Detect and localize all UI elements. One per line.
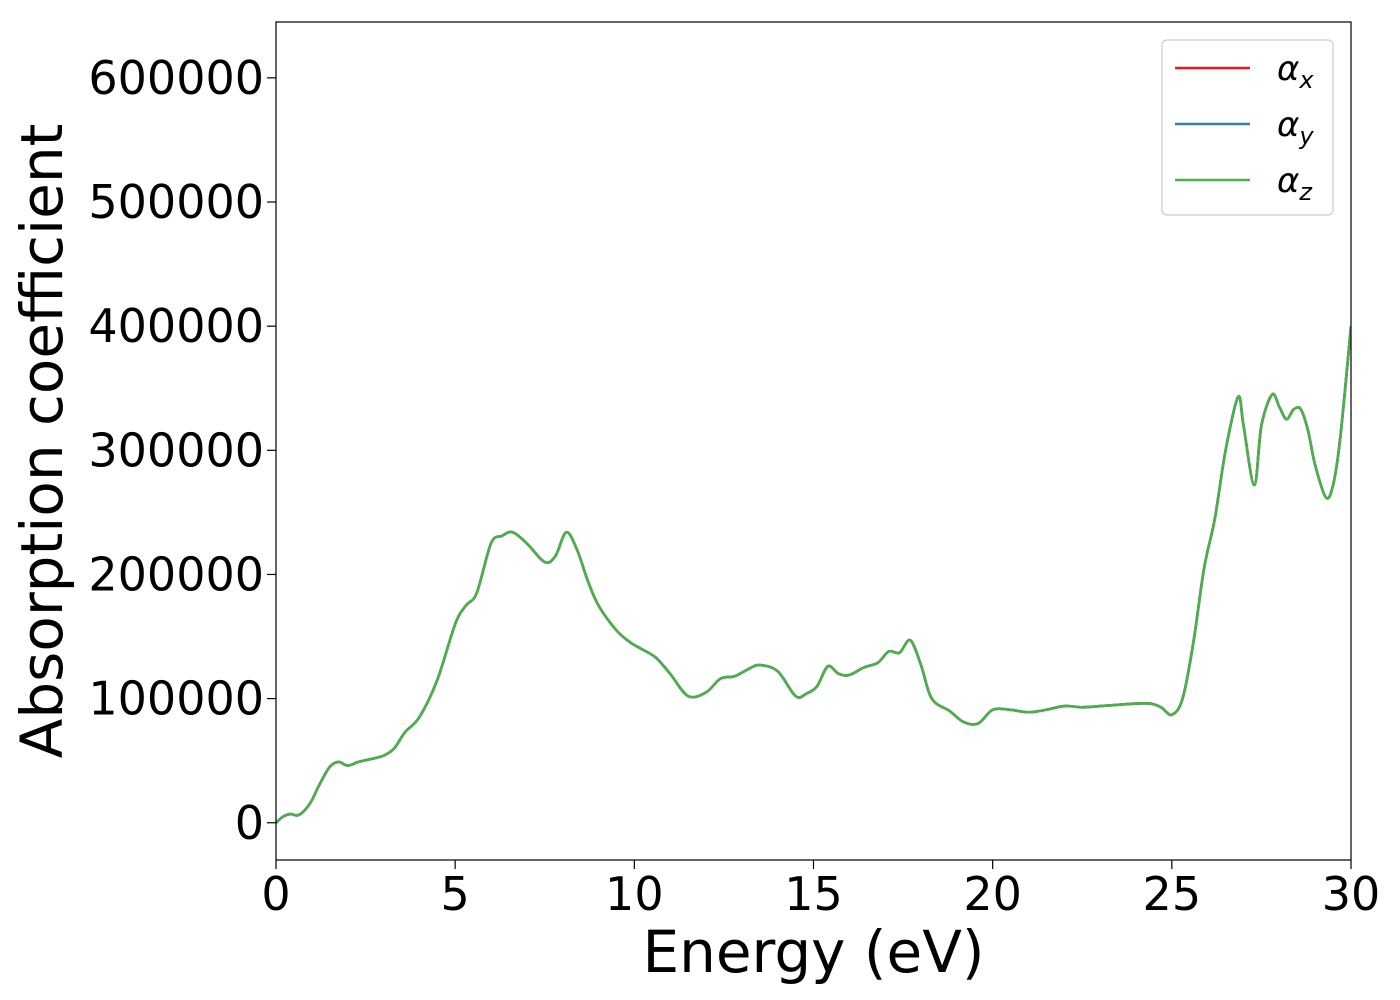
series-layer (276, 326, 1351, 824)
y-tick-label: 0 (235, 796, 264, 850)
y-tick-label: 500000 (88, 175, 264, 229)
series-line-αz (276, 326, 1351, 824)
x-tick-label: 10 (605, 867, 664, 921)
x-tick-label: 15 (784, 867, 843, 921)
x-tick-label: 0 (261, 867, 290, 921)
x-axis: 0 5 10 15 20 25 30 (261, 860, 1380, 921)
y-axis: 0 100000 200000 300000 400000 500000 600000 (88, 51, 276, 850)
y-axis-label: Absorption coefficient (8, 124, 76, 759)
y-tick-label: 600000 (88, 51, 264, 105)
x-tick-label: 20 (963, 867, 1022, 921)
x-tick-label: 5 (441, 867, 470, 921)
y-tick-label: 100000 (88, 672, 264, 726)
x-tick-label: 25 (1143, 867, 1202, 921)
legend-box (1161, 39, 1334, 216)
y-tick-label: 400000 (88, 299, 264, 353)
y-tick-label: 300000 (88, 423, 264, 477)
x-tick-label: 30 (1322, 867, 1381, 921)
y-tick-label: 200000 (88, 547, 264, 601)
x-axis-label: Energy (eV) (642, 918, 984, 986)
